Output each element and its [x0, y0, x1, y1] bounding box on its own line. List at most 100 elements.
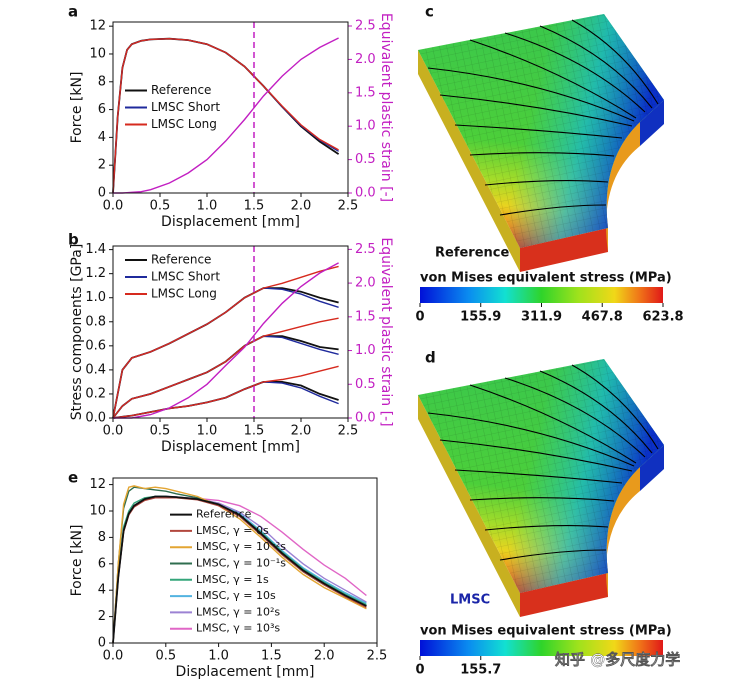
x-tick-label: 0.0 [103, 424, 124, 439]
y-tick-label: 0 [98, 636, 106, 651]
y-tick-label: 4 [98, 583, 106, 598]
colorbar [420, 640, 663, 656]
series-line [113, 262, 339, 419]
y-tick-label: 10 [89, 504, 106, 519]
legend-label: LMSC, γ = 10s [196, 589, 276, 602]
y2-tick-label: 1.5 [355, 85, 376, 100]
x-tick-label: 1.5 [244, 199, 265, 214]
x-tick-label: 1.5 [244, 424, 265, 439]
plot-frame [112, 245, 349, 419]
legend-label: Reference [196, 508, 252, 521]
y-tick-label: 0.8 [85, 314, 106, 329]
x-tick-label: 2.0 [291, 199, 312, 214]
y2-tick-label: 0.0 [355, 186, 376, 201]
y2-tick-label: 1.5 [355, 309, 376, 324]
y-tick-label: 4 [98, 130, 106, 145]
x-tick-label: 1.5 [261, 649, 282, 664]
y-tick-label: 0 [98, 186, 106, 201]
series-line [112, 265, 339, 419]
model-caption: LMSC [450, 593, 490, 608]
y2-axis-label: Equivalent plastic strain [-] [378, 237, 394, 426]
y-tick-label: 12 [89, 19, 106, 34]
y-tick-label: 6 [98, 556, 106, 571]
y2-tick-label: 0.0 [355, 411, 376, 426]
legend-label: LMSC, γ = 10³s [196, 622, 280, 635]
colorbar-tick-label: 155.9 [460, 310, 501, 325]
colorbar-tick-label: 0 [415, 663, 424, 678]
x-tick-label: 2.5 [367, 649, 388, 664]
x-axis-label: Displacement [mm] [161, 214, 300, 230]
series-line [112, 485, 367, 644]
legend-label: LMSC, γ = 10²s [196, 605, 280, 618]
y-tick-label: 1.4 [85, 242, 106, 257]
y-axis-label: Stress components [GPa] [69, 244, 85, 421]
y-axis-label: Force [kN] [69, 72, 85, 144]
series-line [113, 37, 339, 194]
x-tick-label: 1.0 [197, 199, 218, 214]
legend-label: LMSC, γ = 0s [196, 524, 269, 537]
y2-tick-label: 0.5 [355, 152, 376, 167]
x-tick-label: 2.5 [338, 424, 359, 439]
y-tick-label: 6 [98, 102, 106, 117]
panel-label: c [425, 3, 434, 21]
panel-label: a [68, 3, 78, 21]
legend-label: Reference [151, 253, 211, 267]
fe-model-reference [417, 13, 665, 273]
x-axis-label: Displacement [mm] [161, 439, 300, 455]
series-line [112, 495, 367, 644]
y-tick-label: 1.2 [85, 266, 106, 281]
y-tick-label: 8 [98, 530, 106, 545]
x-tick-label: 2.5 [338, 199, 359, 214]
y-tick-label: 12 [89, 477, 106, 492]
x-tick-label: 1.0 [197, 424, 218, 439]
y-tick-label: 0.6 [85, 338, 106, 353]
legend-label: Reference [151, 83, 211, 97]
y-tick-label: 2 [98, 158, 106, 173]
colorbar-title: von Mises equivalent stress (MPa) [420, 624, 672, 639]
series-line [112, 317, 339, 419]
y-tick-label: 2 [98, 609, 106, 624]
panel-label: d [425, 349, 436, 367]
x-tick-label: 0.0 [103, 199, 124, 214]
colorbar-tick-label: 155.7 [460, 663, 501, 678]
watermark: 知乎 @多尺度力学 [555, 651, 680, 669]
x-axis-label: Displacement [mm] [176, 664, 315, 680]
colorbar-title: von Mises equivalent stress (MPa) [420, 271, 672, 286]
x-tick-label: 0.5 [150, 424, 171, 439]
x-tick-label: 2.0 [314, 649, 335, 664]
plot-frame [112, 21, 349, 194]
y-tick-label: 8 [98, 74, 106, 89]
series-line [112, 365, 339, 419]
colorbar-tick-label: 623.8 [642, 310, 683, 325]
legend-label: LMSC Long [151, 287, 217, 301]
plot-frame [112, 477, 378, 644]
y-tick-label: 0.2 [85, 386, 106, 401]
x-tick-label: 2.0 [291, 424, 312, 439]
model-caption: Reference [435, 246, 509, 261]
x-tick-label: 1.0 [208, 649, 229, 664]
legend-label: LMSC, γ = 10⁻¹s [196, 557, 286, 570]
x-tick-label: 0.0 [103, 649, 124, 664]
colorbar-tick-label: 311.9 [521, 310, 562, 325]
y2-tick-label: 1.0 [355, 119, 376, 134]
y2-tick-label: 1.0 [355, 343, 376, 358]
legend-label: LMSC, γ = 1s [196, 573, 269, 586]
panel-label: b [68, 231, 79, 249]
legend-label: LMSC, γ = 10⁻²s [196, 540, 286, 553]
series-line [112, 335, 339, 419]
y2-tick-label: 0.5 [355, 377, 376, 392]
series-line [112, 37, 339, 194]
legend-label: LMSC Long [151, 117, 217, 131]
series-line [112, 37, 339, 194]
series-line [112, 335, 339, 419]
x-tick-label: 0.5 [150, 199, 171, 214]
y2-tick-label: 2.5 [355, 19, 376, 34]
series-line [112, 37, 340, 194]
y2-tick-label: 2.5 [355, 242, 376, 257]
y-axis-label: Force [kN] [69, 525, 85, 597]
panel-label: e [68, 469, 78, 487]
y2-tick-label: 2.0 [355, 52, 376, 67]
colorbar-tick-label: 467.8 [582, 310, 623, 325]
y2-axis-label: Equivalent plastic strain [-] [378, 13, 394, 202]
